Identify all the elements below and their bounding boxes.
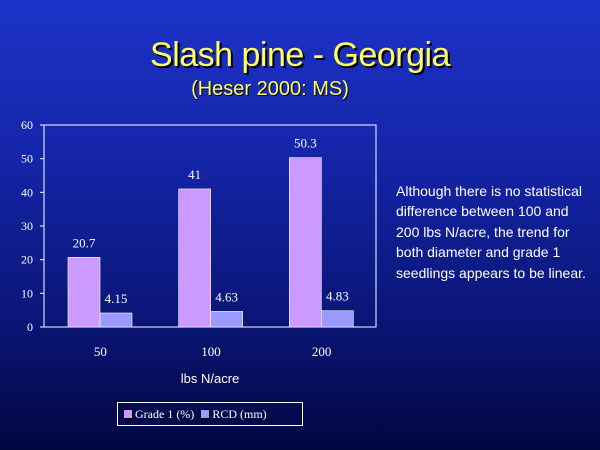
data-label: 4.15 (105, 291, 128, 306)
slide-title: Slash pine - Georgia (150, 36, 450, 74)
chart-legend: Grade 1 (%) RCD (mm) (117, 402, 303, 426)
x-tick-label: 100 (201, 344, 221, 359)
slide-subtitle: (Heser 2000: MS) (191, 78, 349, 100)
bar (178, 188, 211, 328)
y-tick-label: 20 (21, 253, 33, 267)
x-tick-label: 50 (94, 344, 107, 359)
bar (67, 257, 101, 328)
bar (99, 312, 133, 328)
legend-swatch-grade1 (123, 409, 133, 419)
legend-label-grade1: Grade 1 (%) (135, 406, 195, 421)
y-tick-label: 50 (21, 152, 33, 166)
data-label: 41 (188, 167, 201, 182)
legend-label-rcd: RCD (mm) (212, 406, 267, 421)
chart-note: Although there is no statistical differe… (396, 183, 586, 281)
y-tick-label: 0 (27, 320, 33, 334)
legend-item-rcd: RCD (mm) (200, 406, 267, 422)
y-tick-label: 60 (21, 118, 33, 132)
data-label: 50.3 (294, 136, 317, 151)
bar (210, 311, 243, 328)
legend-swatch-rcd (200, 409, 211, 419)
bar (289, 157, 322, 328)
data-label: 4.63 (215, 289, 238, 304)
x-axis-label: lbs N/acre (181, 371, 240, 386)
x-tick-label: 200 (312, 344, 332, 359)
legend-item-grade1: Grade 1 (%) (123, 407, 194, 422)
data-label: 4.83 (326, 289, 349, 304)
y-tick-label: 40 (21, 185, 33, 199)
y-tick-label: 30 (21, 219, 33, 233)
bar (321, 310, 354, 328)
y-tick-label: 10 (21, 286, 33, 300)
data-label: 20.7 (73, 235, 96, 250)
